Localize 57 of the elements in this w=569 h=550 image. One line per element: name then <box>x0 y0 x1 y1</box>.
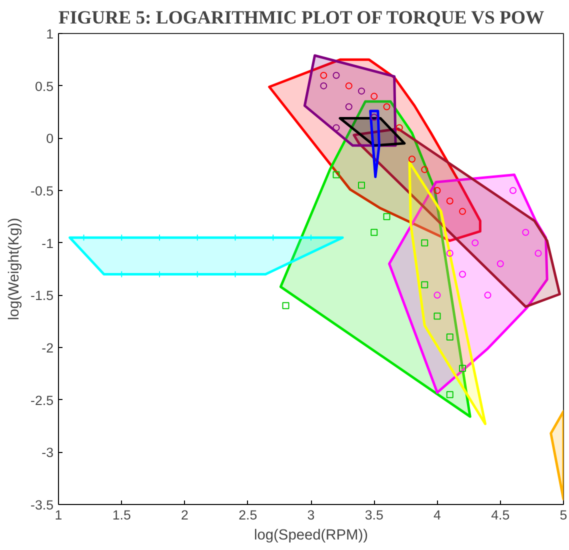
point <box>421 239 428 246</box>
point <box>320 82 328 90</box>
point <box>358 88 365 95</box>
point <box>282 302 290 310</box>
y-tick-label: -2.5 <box>30 392 54 408</box>
x-tick-label: 1.5 <box>112 508 131 522</box>
point <box>446 334 454 341</box>
point <box>459 270 466 278</box>
y-tick-label: 0.5 <box>34 78 54 94</box>
point <box>345 82 352 90</box>
point <box>472 239 479 246</box>
x-tick-label: 3.5 <box>364 508 384 522</box>
point <box>396 124 403 132</box>
point <box>446 197 454 204</box>
point <box>370 92 378 100</box>
x-tick-label: 2.5 <box>238 508 258 522</box>
point <box>421 166 428 174</box>
x-tick-label: 2 <box>181 508 188 522</box>
point <box>370 228 378 236</box>
point <box>434 312 441 320</box>
y-tick-label: -1.5 <box>30 288 54 304</box>
point <box>446 391 454 398</box>
x-tick-label: 3 <box>307 508 315 522</box>
point <box>459 364 466 372</box>
point <box>484 292 492 299</box>
point <box>496 260 504 268</box>
y-tick-label: -3.5 <box>30 498 54 512</box>
x-tick-label: 4.5 <box>491 508 510 522</box>
x-tick-label: 5 <box>560 508 568 522</box>
point <box>383 213 390 220</box>
point <box>408 156 416 163</box>
point <box>345 103 352 110</box>
y-tick-label: -1 <box>42 236 54 251</box>
point <box>332 124 340 132</box>
y-axis-title: log(Weight(Kg)) <box>6 218 23 320</box>
point <box>332 72 340 79</box>
x-tick-label: 4 <box>434 508 442 522</box>
x-axis-title: log(Speed(RPM)) <box>254 528 368 544</box>
point <box>534 250 542 257</box>
point <box>522 228 530 236</box>
point <box>358 182 365 189</box>
point <box>332 171 340 178</box>
point <box>510 187 516 194</box>
y-tick-label: 1 <box>46 26 54 42</box>
y-tick-label: -3 <box>42 445 54 460</box>
point <box>320 72 328 79</box>
point <box>434 292 441 299</box>
y-tick-label: -0.5 <box>30 184 54 198</box>
point <box>446 250 454 257</box>
y-tick-label: 0 <box>46 131 54 146</box>
point <box>421 281 428 288</box>
point <box>383 103 390 110</box>
point <box>434 187 441 194</box>
point <box>459 208 466 215</box>
point <box>370 114 378 121</box>
y-tick-label: -2 <box>42 340 54 356</box>
chart-title: FIGURE 5: LOGARITHMIC PLOT OF TORQUE VS POW <box>58 8 544 28</box>
